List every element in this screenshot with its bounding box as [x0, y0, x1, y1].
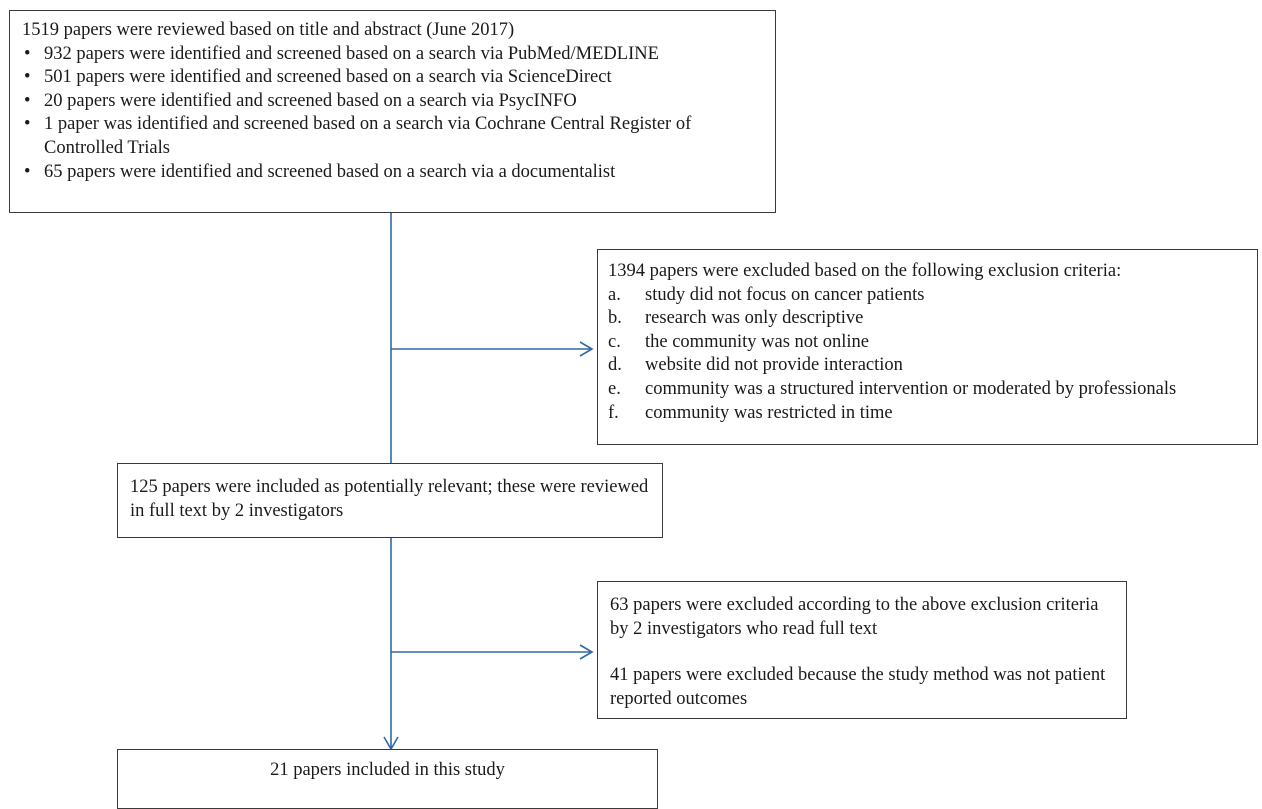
criterion-text: community was restricted in time: [645, 402, 893, 423]
search-heading: 1519 papers were reviewed based on title…: [22, 20, 515, 40]
arrowhead-exclusion-2: [579, 644, 594, 660]
exclusion-criteria-list: a. study did not focus on cancer patients…: [608, 284, 1251, 426]
search-source-list: 932 papers were identified and screened …: [22, 43, 765, 185]
search-box: 1519 papers were reviewed based on title…: [9, 10, 776, 213]
criterion-marker: c.: [608, 331, 621, 352]
criterion-text: website did not provide interaction: [645, 355, 903, 376]
criterion-marker: a.: [608, 284, 621, 305]
exclusion-box-2: 63 papers were excluded according to the…: [597, 581, 1127, 719]
criterion-text: community was a structured intervention …: [645, 378, 1177, 399]
exclusion-criterion: a. study did not focus on cancer patients: [608, 284, 1251, 308]
fulltext-review-text: 125 papers were included as potentially …: [130, 477, 649, 521]
criterion-marker: d.: [608, 355, 622, 376]
criterion-text: research was only descriptive: [645, 308, 864, 329]
exclusion-box-1: 1394 papers were excluded based on the f…: [597, 249, 1258, 445]
search-source-item: 20 papers were identified and screened b…: [22, 90, 765, 114]
search-source-item: 501 papers were identified and screened …: [22, 66, 765, 90]
criterion-text: the community was not online: [645, 331, 870, 352]
search-source-item: 932 papers were identified and screened …: [22, 43, 765, 67]
fulltext-review-box: 125 papers were included as potentially …: [117, 463, 663, 538]
criterion-marker: e.: [608, 378, 621, 399]
exclusion-criterion: c. the community was not online: [608, 331, 1251, 355]
final-included-box: 21 papers included in this study: [117, 749, 658, 809]
exclusion-criterion: e. community was a structured interventio…: [608, 378, 1251, 402]
exclusion-heading: 1394 papers were excluded based on the f…: [608, 261, 1122, 281]
arrowhead-exclusion-1: [579, 341, 594, 357]
criterion-marker: b.: [608, 308, 622, 329]
exclusion-criterion: f. community was restricted in time: [608, 402, 1251, 426]
search-source-item: 1 paper was identified and screened base…: [22, 113, 765, 160]
exclusion-criterion: b. research was only descriptive: [608, 307, 1251, 331]
criterion-marker: f.: [608, 402, 619, 423]
exclusion-criterion: d. website did not provide interaction: [608, 354, 1251, 378]
method-exclusion-text: 41 papers were excluded because the stud…: [610, 665, 1106, 709]
criterion-text: study did not focus on cancer patients: [645, 284, 925, 305]
final-included-text: 21 papers included in this study: [270, 760, 505, 780]
search-source-item: 65 papers were identified and screened b…: [22, 161, 765, 185]
fulltext-exclusion-text: 63 papers were excluded according to the…: [610, 595, 1099, 639]
